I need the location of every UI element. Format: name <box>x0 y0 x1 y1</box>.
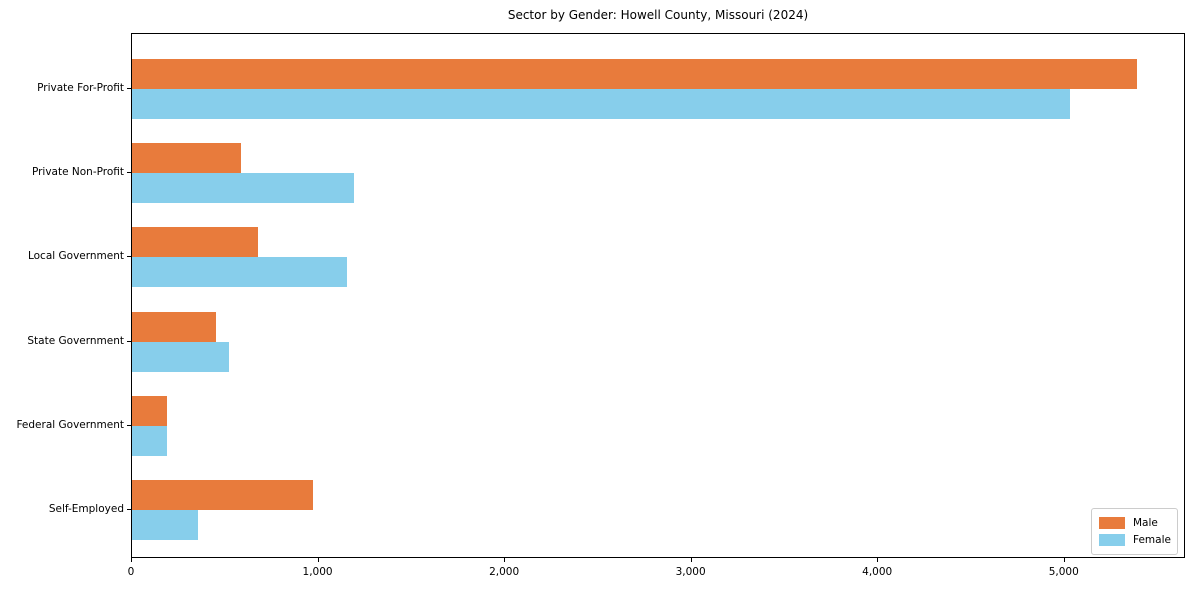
male-color-swatch <box>1099 517 1125 529</box>
ytick-mark <box>127 509 131 510</box>
ytick-mark <box>127 88 131 89</box>
ytick-label-private-non-profit: Private Non-Profit <box>31 166 124 179</box>
bar-male-private-for-profit <box>132 59 1138 89</box>
ytick-label-federal-government: Federal Government <box>16 418 124 431</box>
bar-male-local-government <box>132 227 258 258</box>
legend: Male Female <box>1091 508 1178 555</box>
bar-female-local-government <box>132 257 347 288</box>
female-color-swatch <box>1099 534 1125 546</box>
legend-entry-male: Male <box>1099 517 1170 529</box>
bar-male-federal-government <box>132 395 167 426</box>
xtick-label-4-000: 4,000 <box>862 566 893 578</box>
legend-label-male: Male <box>1133 517 1158 529</box>
xtick-mark <box>690 558 692 562</box>
legend-label-female: Female <box>1133 534 1171 546</box>
bar-female-private-for-profit <box>132 89 1071 119</box>
ytick-mark <box>127 256 131 258</box>
bar-female-private-non-profit <box>132 173 354 204</box>
ytick-label-state-government: State Government <box>27 334 124 347</box>
xtick-label-3-000: 3,000 <box>675 566 706 578</box>
chart-title: Sector by Gender: Howell County, Missour… <box>507 8 809 22</box>
ytick-mark <box>127 340 131 342</box>
xtick-label-1-000: 1,000 <box>302 566 333 578</box>
xtick-mark <box>877 558 879 562</box>
bar-male-self-employed <box>132 480 313 510</box>
xtick-mark <box>504 558 506 562</box>
xtick-mark <box>1063 558 1065 562</box>
bar-male-state-government <box>132 311 216 342</box>
bar-female-self-employed <box>132 510 199 540</box>
legend-entry-female: Female <box>1099 534 1171 546</box>
bar-female-state-government <box>132 341 229 372</box>
ytick-label-local-government: Local Government <box>27 250 124 263</box>
xtick-mark <box>131 558 132 562</box>
ytick-mark <box>127 424 131 426</box>
xtick-mark <box>317 558 319 562</box>
bar-female-federal-government <box>132 425 168 456</box>
ytick-label-private-for-profit: Private For-Profit <box>37 82 124 94</box>
ytick-label-self-employed: Self-Employed <box>48 503 124 515</box>
bar-male-private-non-profit <box>132 143 242 174</box>
xtick-label-0: 0 <box>127 566 135 578</box>
plot-area <box>131 33 1185 558</box>
xtick-label-2-000: 2,000 <box>489 566 520 578</box>
ytick-mark <box>127 172 131 174</box>
xtick-label-5-000: 5,000 <box>1048 566 1079 578</box>
